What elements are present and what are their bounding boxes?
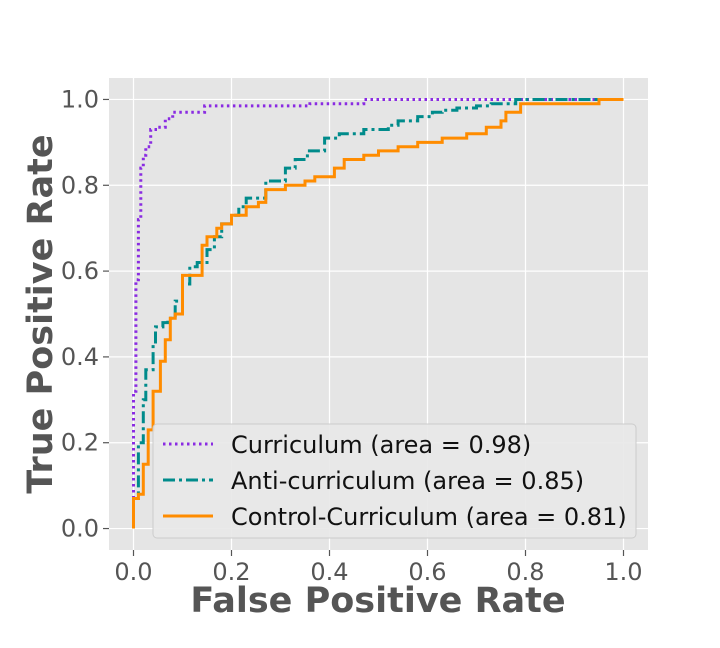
x-tick-label-0: 0.0	[114, 558, 152, 586]
series-lines	[132, 98, 624, 529]
legend-label-0: Curriculum (area = 0.98)	[231, 431, 531, 459]
x-axis-ticks: 0.0 0.2 0.4 0.6 0.8 1.0	[114, 550, 643, 586]
legend-box	[152, 423, 637, 539]
x-axis-label: False Positive Rate	[190, 581, 565, 621]
y-tick-label-2: 0.4	[61, 343, 99, 371]
x-tick-label-4: 0.8	[506, 558, 544, 586]
x-tick-label-5: 1.0	[604, 558, 642, 586]
x-tick-label-3: 0.6	[408, 558, 446, 586]
y-tick-label-3: 0.6	[61, 257, 99, 285]
y-tick-label-0: 0.0	[61, 515, 99, 543]
legend-label-1: Anti-curriculum (area = 0.85)	[231, 467, 584, 495]
series-line-2	[132, 98, 624, 529]
y-axis-ticks: 0.0 0.2 0.4 0.6 0.8 1.0	[61, 85, 109, 543]
y-tick-label-1: 0.2	[61, 429, 99, 457]
x-tick-label-1: 0.2	[212, 558, 250, 586]
legend-label-2: Control-Curriculum (area = 0.81)	[231, 503, 627, 531]
y-tick-label-5: 1.0	[61, 85, 99, 113]
y-tick-label-4: 0.8	[61, 171, 99, 199]
legend: Curriculum (area = 0.98) Anti-curriculum …	[152, 423, 637, 539]
series-line-1	[132, 98, 624, 529]
x-tick-label-2: 0.4	[310, 558, 348, 586]
series-line-0	[132, 98, 624, 529]
y-axis-label: True Positive Rate	[21, 134, 61, 493]
